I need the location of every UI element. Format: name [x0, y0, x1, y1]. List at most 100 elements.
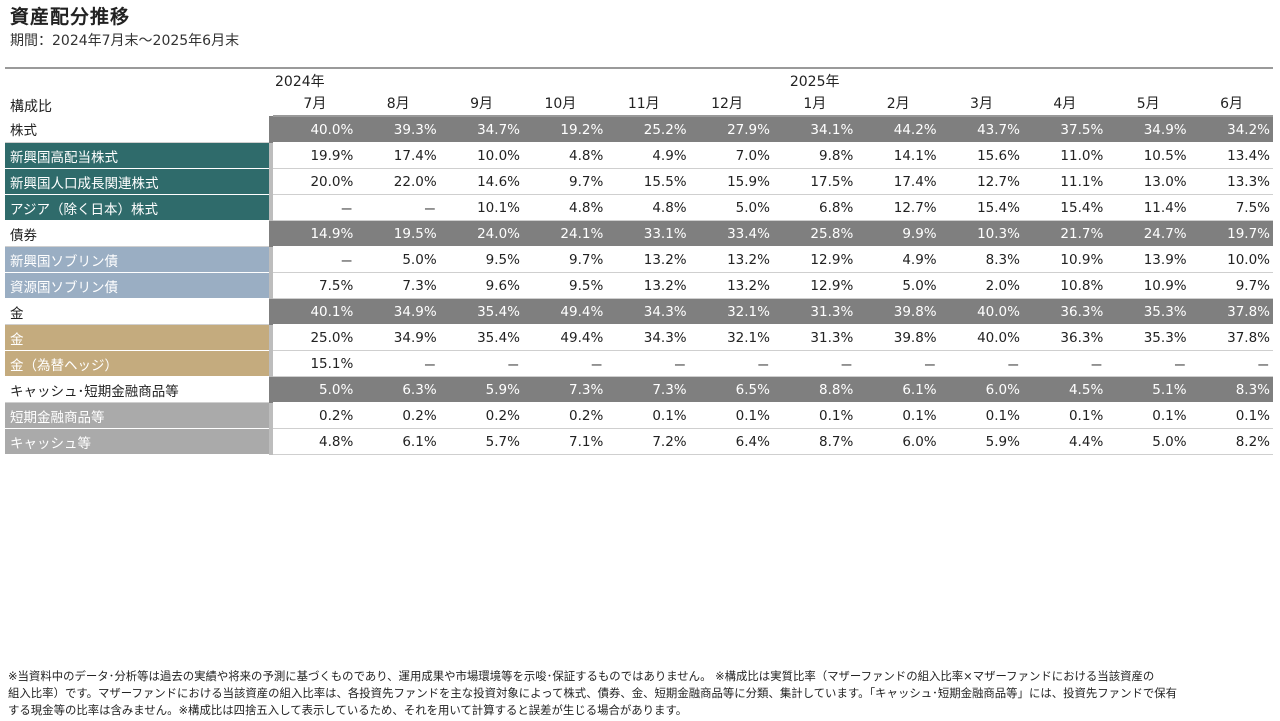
value-cell: 6.4% — [689, 428, 773, 455]
value-cell: 13.9% — [1106, 246, 1190, 273]
value-cell: 17.5% — [772, 168, 857, 195]
value-cell: 15.6% — [939, 142, 1023, 169]
value-cell: 49.4% — [522, 298, 607, 325]
row-label: 債券 — [5, 220, 269, 247]
value-cell: 7.3% — [606, 376, 690, 403]
value-cell: 5.1% — [1106, 376, 1190, 403]
value-cell: 6.1% — [356, 428, 440, 455]
value-cell: 5.9% — [439, 376, 523, 403]
value-cell: 12.9% — [772, 246, 857, 273]
subcategory-row: 短期金融商品等 0.2% 0.2% 0.2% 0.2% 0.1% 0.1% 0.1% 0.1% 0… — [5, 402, 1273, 429]
value-cell: 4.4% — [1022, 428, 1107, 455]
footnote-line: ※当資料中のデータ･分析等は過去の実績や将来の予測に基づくものであり、運用成果や… — [8, 669, 1155, 683]
value-cell: 34.2% — [1189, 116, 1273, 143]
month-header: 1月 — [772, 91, 857, 117]
year-label-2025: 2025年 — [356, 67, 1273, 91]
value-cell: 5.0% — [356, 246, 440, 273]
value-cell: － — [772, 350, 857, 377]
header-year-row: 構成比 2024年 2025年 — [5, 67, 1273, 116]
value-cell: 12.7% — [856, 194, 940, 221]
value-cell: 0.2% — [439, 402, 523, 429]
subcategory-row: 新興国高配当株式 19.9% 17.4% 10.0% 4.8% 4.9% 7.0% 9.8% 1… — [5, 142, 1273, 169]
value-cell: 49.4% — [522, 324, 607, 351]
value-cell: 13.2% — [689, 246, 773, 273]
footnote: ※当資料中のデータ･分析等は過去の実績や将来の予測に基づくものであり、運用成果や… — [8, 668, 1274, 719]
value-cell: 7.2% — [606, 428, 690, 455]
value-cell: 9.9% — [856, 220, 940, 247]
value-cell: 25.0% — [273, 324, 357, 351]
value-cell: 24.0% — [439, 220, 523, 247]
row-label: 新興国人口成長関連株式 — [5, 168, 269, 195]
value-cell: 0.2% — [356, 402, 440, 429]
value-cell: － — [439, 350, 523, 377]
value-cell: 9.6% — [439, 272, 523, 299]
value-cell: 13.4% — [1189, 142, 1273, 169]
value-cell: 34.1% — [772, 116, 857, 143]
value-cell: － — [939, 350, 1023, 377]
value-cell: 7.5% — [1189, 194, 1273, 221]
value-cell: 10.0% — [1189, 246, 1273, 273]
value-cell: 39.8% — [856, 298, 940, 325]
subcategory-row: 資源国ソブリン債 7.5% 7.3% 9.6% 9.5% 13.2% 13.2% 12.9% 5… — [5, 272, 1273, 299]
value-cell: 8.3% — [1189, 376, 1273, 403]
value-cell: 5.0% — [273, 376, 357, 403]
value-cell: 27.9% — [689, 116, 773, 143]
value-cell: 9.5% — [439, 246, 523, 273]
row-divider — [269, 324, 273, 351]
month-header: 5月 — [1106, 91, 1190, 117]
month-header: 11月 — [606, 91, 690, 117]
value-cell: － — [856, 350, 940, 377]
value-cell: 10.9% — [1022, 246, 1107, 273]
value-cell: － — [273, 246, 357, 273]
month-header: 10月 — [522, 91, 607, 117]
value-cell: 34.3% — [606, 298, 690, 325]
value-cell: 36.3% — [1022, 298, 1107, 325]
value-cell: － — [689, 350, 773, 377]
value-cell: 6.5% — [689, 376, 773, 403]
value-cell: 10.5% — [1106, 142, 1190, 169]
value-cell: 4.8% — [606, 194, 690, 221]
month-header: 2月 — [856, 91, 940, 117]
month-header: 9月 — [439, 91, 523, 117]
row-label: 株式 — [5, 116, 269, 143]
page-title: 資産配分推移 — [10, 6, 131, 28]
value-cell: 22.0% — [356, 168, 440, 195]
category-row: キャッシュ･短期金融商品等 5.0% 6.3% 5.9% 7.3% 7.3% 6.5% 8.8… — [5, 376, 1273, 403]
value-cell: － — [1106, 350, 1190, 377]
row-label: 資源国ソブリン債 — [5, 272, 269, 299]
value-cell: 7.1% — [522, 428, 607, 455]
month-header: 12月 — [689, 91, 773, 117]
subcategory-row: アジア（除く日本）株式－－ 10.1% 4.8% 4.8% 5.0% 6.8% 12.7% 1… — [5, 194, 1273, 221]
footnote-line: する現金等の比率は含みません。※構成比は四捨五入して表示しているため、それを用い… — [8, 703, 688, 717]
value-cell: 14.9% — [273, 220, 357, 247]
value-cell: 13.2% — [606, 272, 690, 299]
value-cell: 13.3% — [1189, 168, 1273, 195]
value-cell: － — [522, 350, 607, 377]
row-label: 金 — [5, 324, 269, 351]
category-row: 金 40.1% 34.9% 35.4% 49.4% 34.3% 32.1% 31.3% 39.8… — [5, 298, 1273, 325]
value-cell: 31.3% — [772, 324, 857, 351]
value-cell: 40.0% — [939, 298, 1023, 325]
month-header: 3月 — [939, 91, 1023, 117]
subcategory-row: 金 25.0% 34.9% 35.4% 49.4% 34.3% 32.1% 31.3% 39.8… — [5, 324, 1273, 351]
row-divider — [269, 272, 273, 299]
value-cell: － — [356, 194, 440, 221]
value-cell: 32.1% — [689, 324, 773, 351]
value-cell: 36.3% — [1022, 324, 1107, 351]
value-cell: 4.8% — [522, 142, 607, 169]
value-cell: 19.5% — [356, 220, 440, 247]
asset-allocation-table: 構成比 2024年 2025年 7月 8月 9月 10月 11月 12月 1月 … — [5, 67, 1273, 455]
value-cell: 19.9% — [273, 142, 357, 169]
value-cell: 34.9% — [356, 324, 440, 351]
value-cell: 6.8% — [772, 194, 857, 221]
value-cell: 0.1% — [606, 402, 690, 429]
value-cell: 7.3% — [522, 376, 607, 403]
row-label: 新興国ソブリン債 — [5, 246, 269, 273]
row-label: キャッシュ･短期金融商品等 — [5, 376, 269, 403]
year-label-2024: 2024年 — [273, 67, 357, 91]
value-cell: 5.0% — [689, 194, 773, 221]
value-cell: 10.9% — [1106, 272, 1190, 299]
value-cell: － — [1189, 350, 1273, 377]
value-cell: 37.8% — [1189, 298, 1273, 325]
month-header: 8月 — [356, 91, 440, 117]
